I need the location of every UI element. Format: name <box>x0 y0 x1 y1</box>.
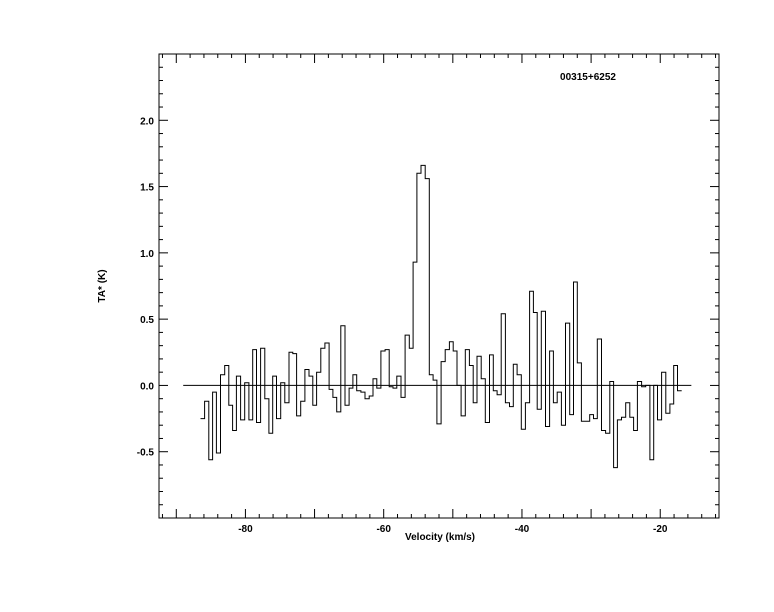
spectrum-trace <box>200 164 682 469</box>
y-tick-label: 1.0 <box>140 249 154 260</box>
y-tick-label: 0.0 <box>140 381 154 392</box>
plot-frame <box>158 53 720 519</box>
x-axis-label: Velocity (km/s) <box>405 532 475 543</box>
tick-labels: -80 -60 -40 -20 -0.5 0.0 0.5 1.0 1.5 2.0 <box>137 116 668 535</box>
chart-title: 00315+6252 <box>560 72 616 83</box>
minor-ticks <box>159 54 719 518</box>
y-tick-label: 2.0 <box>140 116 154 127</box>
y-axis-label: TA* (K) <box>97 269 108 302</box>
x-tick-label: -60 <box>376 524 391 535</box>
y-tick-label: 0.5 <box>140 315 154 326</box>
y-tick-label: -0.5 <box>137 448 155 459</box>
x-tick-label: -40 <box>515 524 530 535</box>
major-ticks <box>159 53 719 519</box>
x-tick-label: -20 <box>653 524 668 535</box>
x-tick-label: -80 <box>238 524 253 535</box>
y-tick-label: 1.5 <box>140 183 154 194</box>
